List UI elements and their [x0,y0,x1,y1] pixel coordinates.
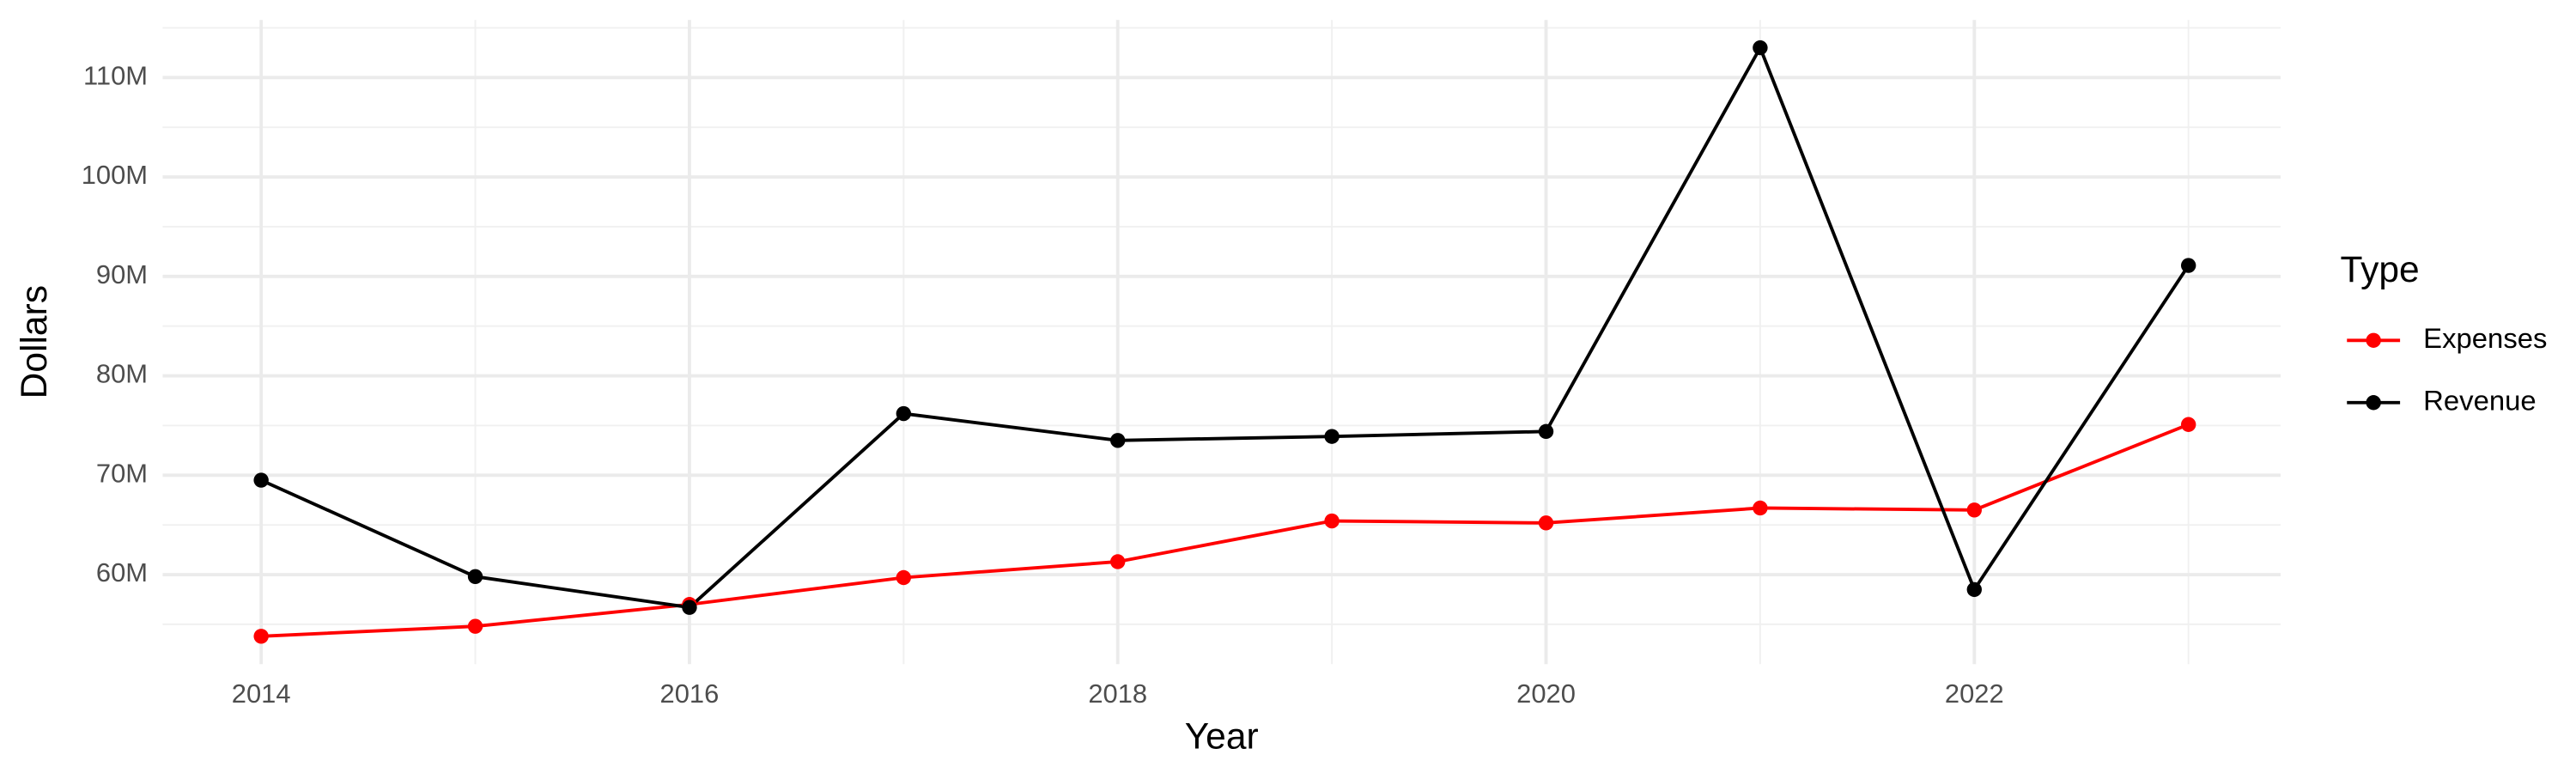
y-tick-label: 60M [96,557,148,587]
data-point [1966,581,1982,598]
series-line [260,44,2190,610]
y-tick-label: 70M [96,458,148,488]
legend-marker [2366,332,2381,348]
data-point [1110,554,1126,569]
legend-title: Type [2341,250,2420,290]
legend: Expenses Revenue [2347,322,2547,416]
x-tick-label: 2014 [232,679,291,709]
legend-marker [2366,395,2381,411]
x-axis-title: Year [1185,716,1259,757]
plot-area [253,40,2196,644]
legend-label: Revenue [2423,384,2537,416]
data-point [2180,258,2196,273]
data-point [896,569,912,586]
data-point [1110,433,1126,448]
data-point [1753,40,1768,56]
y-tick-label: 100M [82,160,148,190]
x-tick-label: 2022 [1945,679,2004,709]
x-tick-label: 2016 [660,679,720,709]
data-point [682,600,697,615]
data-point [2180,417,2196,432]
y-axis-title: Dollars [15,285,55,399]
data-point [1538,423,1554,440]
data-point [1324,429,1340,444]
y-tick-label: 80M [96,359,148,389]
data-point [1538,515,1554,531]
data-point [896,405,912,422]
legend-label: Expenses [2423,322,2547,354]
y-tick-label: 110M [83,60,148,90]
data-point [1753,500,1768,516]
data-point [253,472,269,488]
x-tick-label: 2018 [1088,679,1147,709]
x-tick-label: 2020 [1516,679,1576,709]
data-point [1324,513,1340,529]
data-point [467,618,483,634]
data-point [1966,502,1982,518]
grid [162,20,2281,665]
data-point [467,569,483,585]
y-tick-label: 90M [96,259,148,289]
series-line [261,423,2190,638]
data-point [253,629,269,644]
